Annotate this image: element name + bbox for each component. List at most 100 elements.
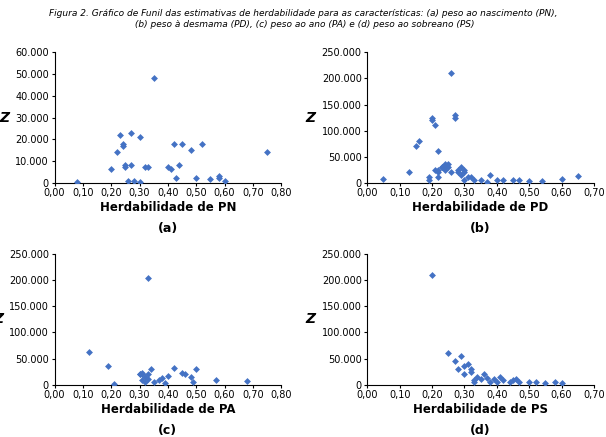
Point: [479, 371, 488, 378]
Point: [444, 350, 453, 357]
Point: [158, 375, 167, 382]
Point: [463, 360, 473, 367]
Point: [197, 140, 207, 147]
Point: [143, 371, 153, 378]
Point: [211, 377, 221, 384]
Point: [557, 379, 567, 386]
Point: [430, 122, 440, 129]
Point: [121, 162, 130, 169]
Point: [456, 171, 466, 178]
Point: [492, 378, 502, 385]
Point: [121, 164, 130, 171]
Point: [469, 377, 479, 384]
Point: [469, 378, 479, 385]
Point: [434, 169, 444, 176]
Point: [508, 377, 518, 384]
Point: [112, 149, 122, 156]
Text: Figura 2. Gráfico de Funil das estimativas de herdabilidade para as característi: Figura 2. Gráfico de Funil das estimativ…: [48, 9, 558, 18]
Point: [514, 378, 524, 385]
Point: [557, 175, 567, 182]
Point: [166, 165, 176, 172]
Point: [104, 363, 113, 370]
Point: [191, 175, 201, 182]
Point: [141, 378, 150, 385]
Y-axis label: Z: Z: [0, 312, 3, 326]
Point: [143, 164, 153, 171]
Point: [444, 163, 453, 170]
Point: [118, 140, 127, 147]
Point: [138, 371, 147, 378]
Point: [456, 163, 466, 170]
Point: [143, 274, 153, 281]
Point: [456, 352, 466, 359]
Point: [459, 169, 469, 176]
Point: [163, 164, 173, 171]
Point: [262, 149, 272, 156]
Point: [495, 373, 505, 380]
Point: [440, 166, 450, 173]
Point: [135, 371, 144, 378]
Point: [453, 169, 463, 176]
Point: [482, 375, 492, 382]
Point: [488, 376, 498, 383]
Point: [124, 177, 133, 184]
Point: [459, 371, 469, 378]
Point: [498, 177, 508, 184]
Point: [424, 174, 434, 181]
Point: [508, 177, 518, 184]
Point: [126, 129, 136, 136]
Point: [538, 177, 547, 184]
X-axis label: Herdabilidade de PN: Herdabilidade de PN: [99, 201, 236, 214]
Point: [482, 178, 492, 185]
Text: (a): (a): [158, 222, 178, 235]
Text: (b) peso à desmama (PD), (c) peso ao ano (PA) e (d) peso ao sobreano (PS): (b) peso à desmama (PD), (c) peso ao ano…: [132, 20, 474, 29]
Point: [476, 177, 485, 184]
Point: [146, 365, 156, 372]
Point: [177, 140, 187, 147]
Point: [155, 377, 164, 384]
Point: [191, 365, 201, 372]
Point: [185, 373, 195, 380]
Point: [450, 357, 459, 364]
Point: [450, 111, 459, 118]
Point: [541, 379, 550, 386]
Point: [168, 140, 178, 147]
Point: [453, 365, 463, 372]
Point: [463, 174, 473, 181]
Point: [118, 142, 127, 149]
Point: [531, 378, 541, 385]
Point: [135, 370, 144, 377]
Point: [109, 381, 119, 388]
Y-axis label: Z: Z: [305, 312, 316, 326]
Point: [188, 378, 198, 385]
Point: [459, 166, 469, 173]
Point: [379, 176, 388, 183]
Point: [430, 166, 440, 173]
Point: [434, 148, 444, 155]
Point: [149, 75, 159, 82]
Point: [84, 348, 93, 355]
Y-axis label: Z: Z: [305, 111, 316, 125]
Text: (c): (c): [158, 423, 178, 437]
Point: [138, 370, 147, 377]
Point: [437, 163, 447, 170]
Point: [135, 178, 144, 185]
Point: [524, 378, 534, 385]
Point: [440, 161, 450, 168]
Point: [214, 173, 224, 180]
Point: [476, 376, 485, 383]
Point: [473, 373, 482, 380]
Point: [514, 177, 524, 184]
Point: [427, 114, 437, 121]
Point: [466, 174, 476, 181]
Point: [138, 377, 147, 384]
Point: [168, 364, 178, 371]
Text: (d): (d): [470, 423, 491, 437]
Point: [404, 169, 414, 176]
Point: [427, 117, 437, 124]
Point: [171, 175, 181, 182]
Point: [427, 272, 437, 279]
Point: [149, 378, 159, 385]
Point: [450, 114, 459, 121]
Point: [177, 370, 187, 377]
